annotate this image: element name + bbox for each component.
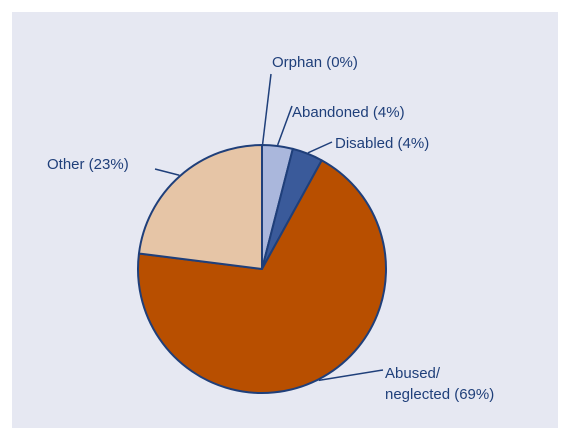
leader-line-abused-neglected [318,369,384,382]
leader-lines [154,73,384,382]
leader-line-disabled [307,141,333,154]
label-abused-line1: Abused/ [385,365,441,382]
label-disabled: Disabled (4%) [335,135,429,152]
label-abused-line2: neglected (69%) [385,386,494,403]
leader-line-other [154,168,180,176]
label-other: Other (23%) [47,156,129,173]
pie-slices [137,144,387,394]
label-abandoned: Abandoned (4%) [292,104,405,121]
pie-slice-abused-neglected [137,159,387,394]
pie-slice-other [137,144,263,270]
label-orphan: Orphan (0%) [272,54,358,71]
leader-line-abandoned [276,105,293,146]
leader-line-orphan [261,73,272,145]
